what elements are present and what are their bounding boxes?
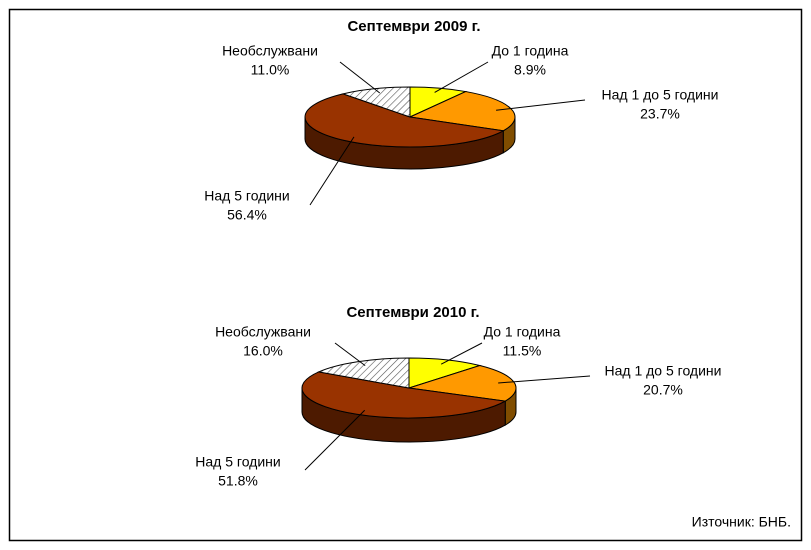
leader-line <box>304 409 366 471</box>
leader-line <box>339 61 381 94</box>
slice <box>304 93 505 148</box>
value-label: 51.8% <box>218 473 258 489</box>
slice <box>408 357 482 389</box>
leader-line <box>434 61 489 93</box>
value-label: 11.0% <box>251 62 290 78</box>
slice-label: Над 1 до 5 години <box>605 363 722 379</box>
value-label: 11.5% <box>503 343 542 359</box>
value-label: 23.7% <box>640 106 680 122</box>
value-label: 16.0% <box>243 343 283 359</box>
slice-label: Необслужвани <box>215 324 311 340</box>
chart-title: Септември 2009 г. <box>347 18 480 35</box>
slice-label: До 1 година <box>484 324 561 340</box>
slice-label: Над 1 до 5 години <box>602 87 719 103</box>
slice-label: Необслужвани <box>222 43 318 59</box>
leader-line <box>440 342 483 365</box>
slice-label: До 1 година <box>492 43 569 59</box>
leader-line <box>496 99 586 111</box>
leader-line <box>334 342 366 367</box>
slice-label: Над 5 години <box>204 188 289 204</box>
value-label: 8.9% <box>514 62 546 78</box>
value-label: 20.7% <box>643 382 683 398</box>
slice <box>316 357 410 389</box>
source-note: Източник: БНБ. <box>692 514 791 530</box>
slice-label: Над 5 години <box>195 454 280 470</box>
chart-title: Септември 2010 г. <box>346 304 479 321</box>
slice <box>301 371 507 419</box>
leader-line <box>498 375 591 384</box>
value-label: 56.4% <box>227 207 267 223</box>
slice <box>408 91 516 132</box>
leader-line <box>309 136 355 206</box>
